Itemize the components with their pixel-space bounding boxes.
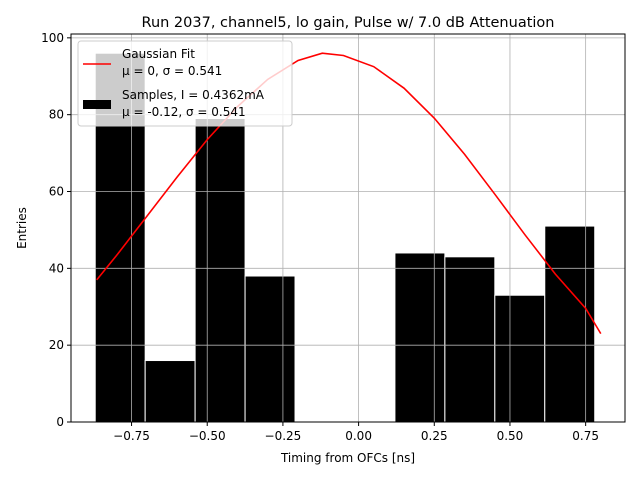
legend-samples-swatch xyxy=(83,100,111,109)
histogram-bar xyxy=(244,275,296,423)
x-tick-label: −0.25 xyxy=(265,429,302,443)
y-axis-ticks: 0 20 40 60 80 100 xyxy=(41,31,71,429)
histogram-bar xyxy=(494,294,546,423)
histogram-bar xyxy=(194,118,246,423)
x-tick-label: −0.50 xyxy=(189,429,226,443)
y-tick-label: 100 xyxy=(41,31,64,45)
chart-title: Run 2037, channel5, lo gain, Pulse w/ 7.… xyxy=(142,15,555,31)
histogram-bar xyxy=(444,256,496,423)
x-tick-label: 0.00 xyxy=(345,429,372,443)
y-axis-label: Entries xyxy=(15,207,29,249)
legend-fit-label: Gaussian Fit xyxy=(122,47,195,61)
legend-frame xyxy=(77,40,293,127)
y-tick-label: 20 xyxy=(49,338,64,352)
legend-samples-label: Samples, I = 0.4362mA xyxy=(122,88,265,102)
y-tick-label: 40 xyxy=(49,261,64,275)
legend-samples-stats: μ = -0.12, σ = 0.541 xyxy=(122,105,246,119)
fit-curve-layer xyxy=(96,52,602,335)
x-tick-label: 0.25 xyxy=(421,429,448,443)
x-tick-label: 0.75 xyxy=(572,429,599,443)
y-tick-label: 60 xyxy=(49,185,64,199)
gaussian-fit-line xyxy=(96,52,602,335)
y-tick-label: 80 xyxy=(49,108,64,122)
y-tick-label: 0 xyxy=(56,415,64,429)
x-tick-label: 0.50 xyxy=(497,429,524,443)
histogram-bar xyxy=(394,252,446,423)
histogram-bar xyxy=(144,360,196,423)
plot-area-frame xyxy=(70,33,626,423)
x-axis-label: Timing from OFCs [ns] xyxy=(280,451,415,465)
legend: Gaussian Fit μ = 0, σ = 0.541 Samples, I… xyxy=(77,40,293,127)
legend-fit-stats: μ = 0, σ = 0.541 xyxy=(122,64,222,78)
x-axis-ticks: −0.75 −0.50 −0.25 0.00 0.25 0.50 0.75 xyxy=(113,422,599,443)
x-tick-label: −0.75 xyxy=(113,429,150,443)
histogram-bar xyxy=(544,225,596,423)
